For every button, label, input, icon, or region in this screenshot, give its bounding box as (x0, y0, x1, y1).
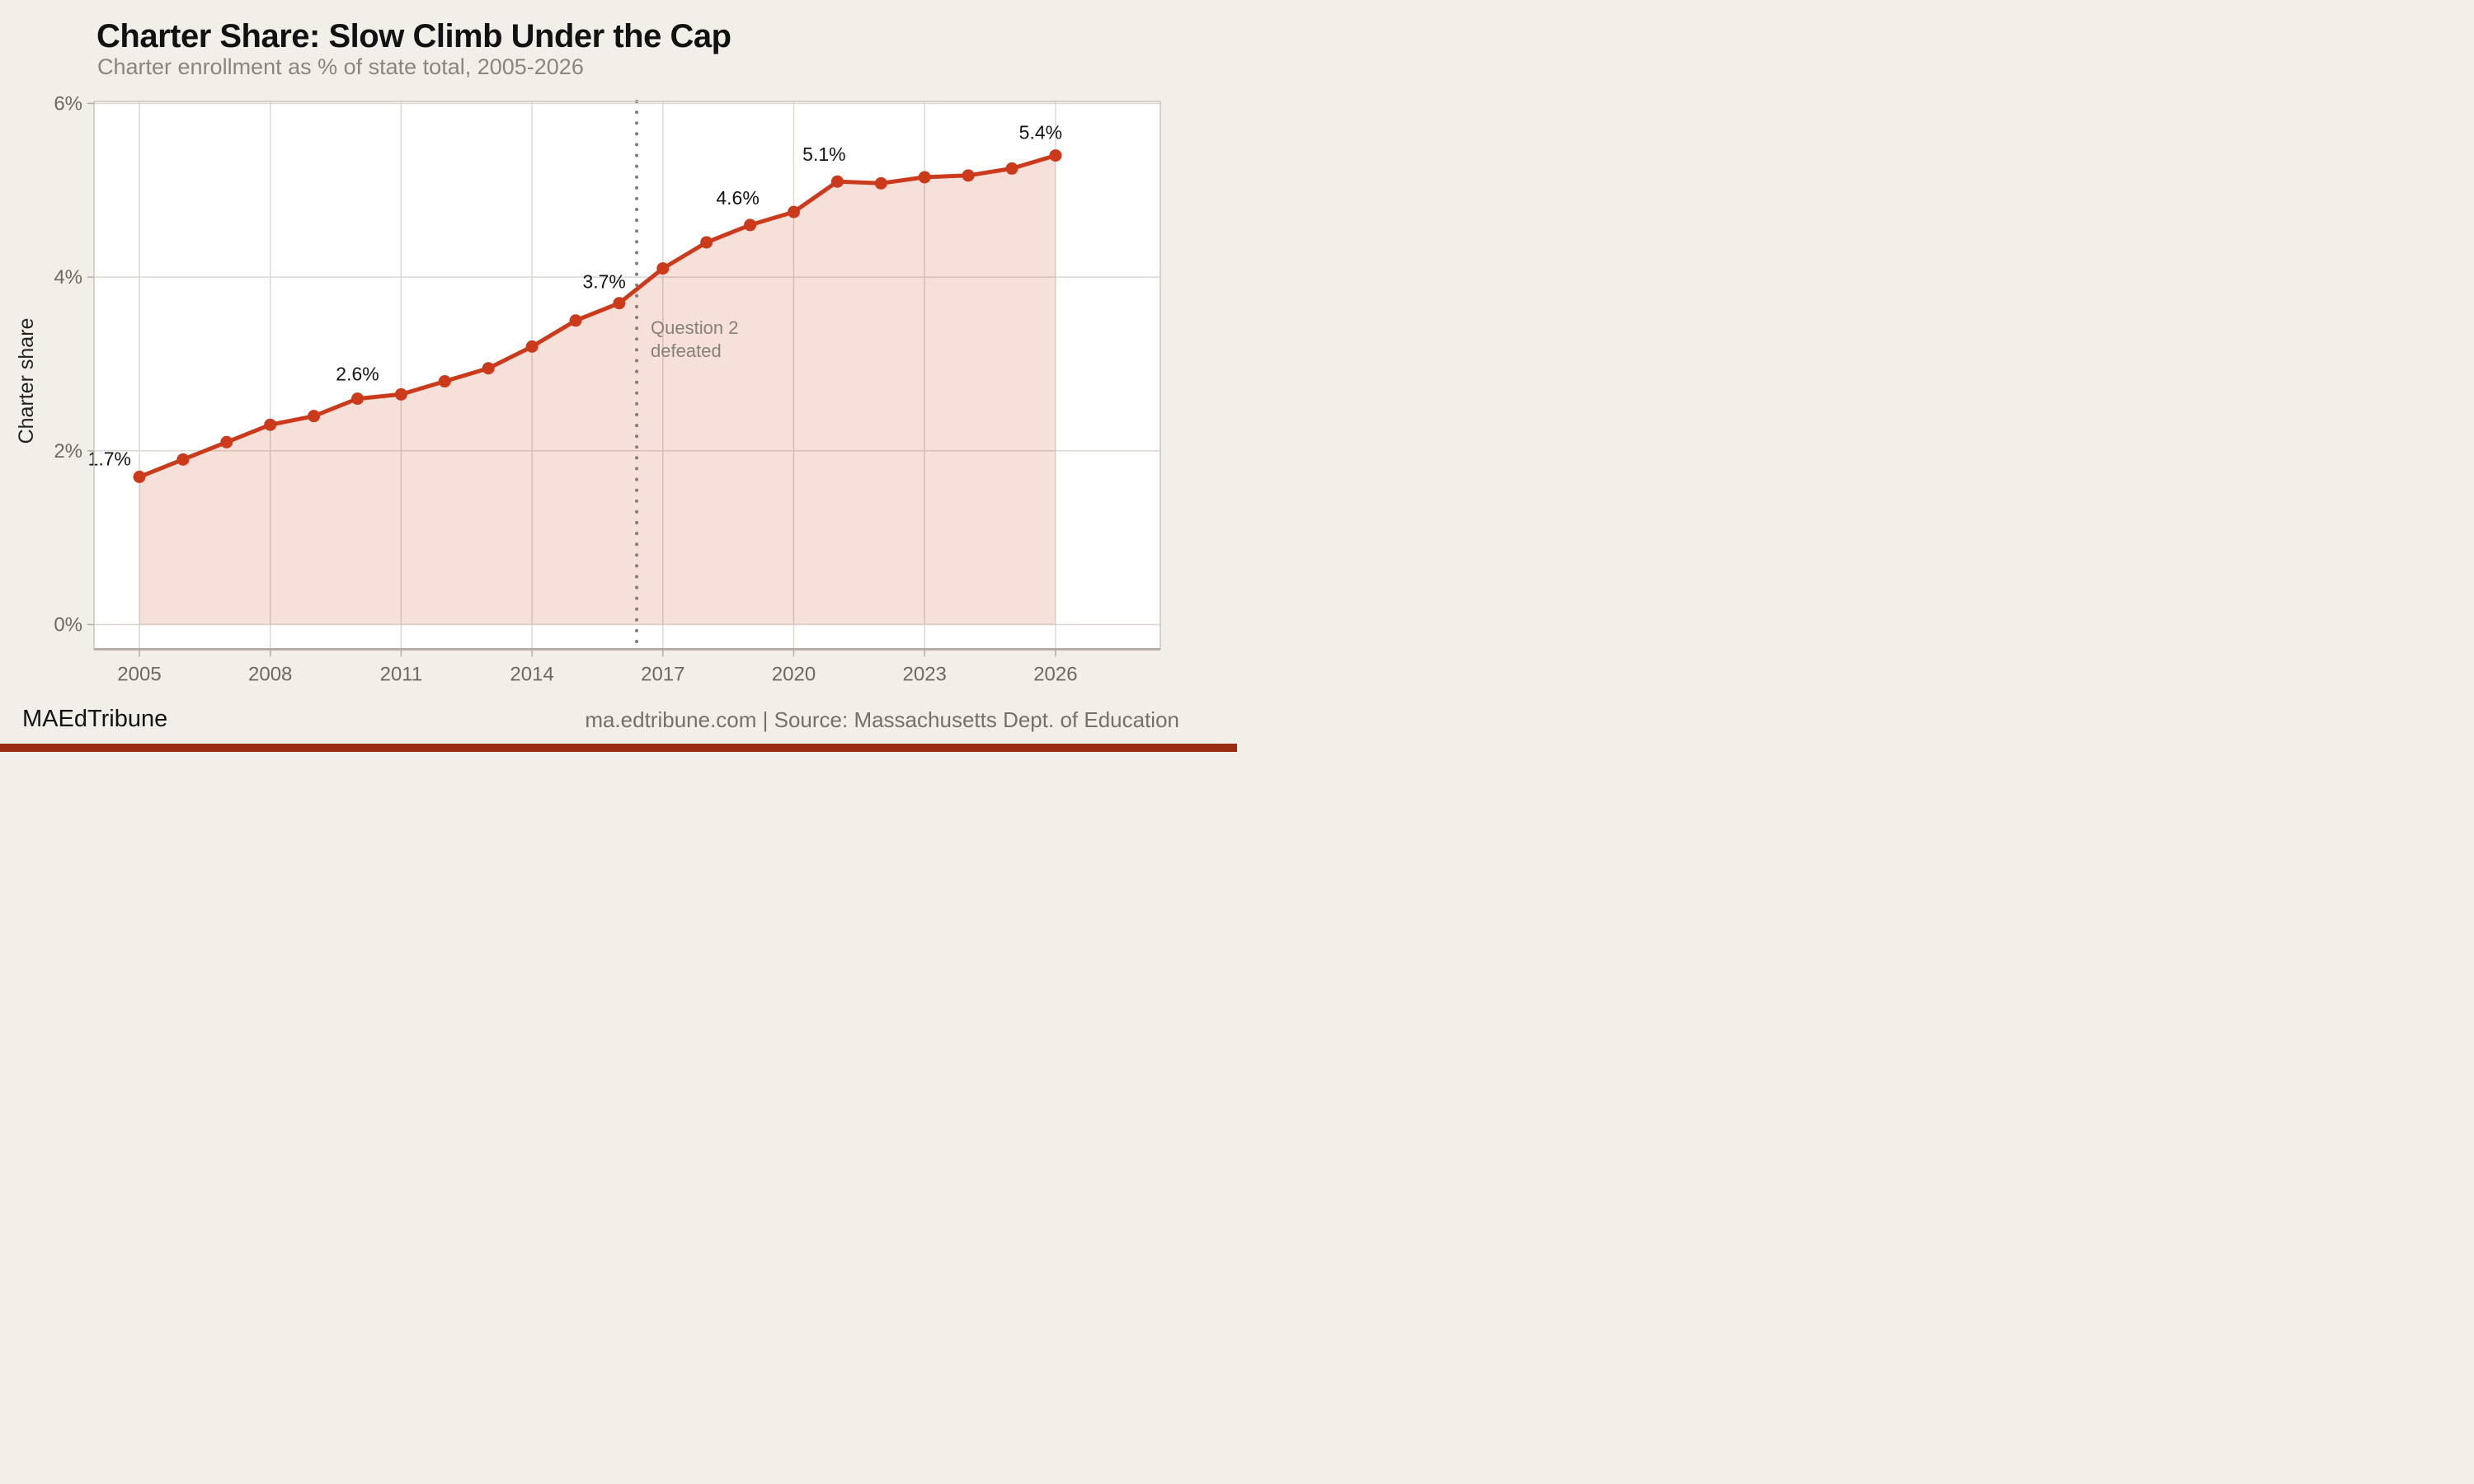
data-point (482, 362, 495, 375)
x-tick-label: 2020 (772, 664, 816, 686)
data-point (1005, 162, 1018, 175)
data-point (308, 410, 321, 423)
event-annotation-line: defeated (651, 340, 722, 361)
data-point (874, 176, 887, 190)
page-title: Charter Share: Slow Climb Under the Cap (96, 18, 731, 54)
data-point (394, 387, 407, 401)
data-point (962, 169, 975, 182)
point-value-label: 3.7% (582, 271, 625, 293)
area-fill (139, 155, 1056, 625)
y-tick-label: 6% (54, 92, 82, 115)
accent-bottom-bar (0, 744, 1237, 752)
data-point (788, 205, 800, 218)
y-tick-label: 2% (54, 440, 82, 463)
data-point (438, 375, 451, 388)
y-axis-title: Charter share (15, 318, 38, 444)
publisher-logo-text: MAEdTribune (22, 706, 168, 732)
data-point (525, 340, 539, 353)
infographic-page: Charter Share: Slow Climb Under the Cap … (0, 0, 1237, 752)
data-point (613, 297, 626, 310)
data-point (918, 171, 931, 184)
data-point (351, 392, 364, 406)
x-tick-label: 2017 (641, 664, 684, 686)
plot-panel (94, 101, 1160, 650)
data-point (220, 435, 233, 448)
point-value-label: 2.6% (336, 364, 379, 385)
data-point (133, 470, 146, 483)
x-tick-label: 2011 (380, 664, 423, 686)
x-tick-label: 2005 (117, 664, 161, 686)
y-tick-label: 4% (54, 266, 82, 289)
page-subtitle: Charter enrollment as % of state total, … (97, 54, 584, 79)
data-point (1049, 149, 1062, 162)
trend-line (137, 153, 1058, 479)
data-point (700, 236, 713, 249)
x-tick-label: 2026 (1033, 664, 1077, 686)
point-value-label: 5.4% (1019, 122, 1062, 143)
x-tick-label: 2014 (510, 664, 553, 686)
point-value-label: 5.1% (802, 143, 845, 165)
data-point (744, 218, 757, 232)
point-value-label: 4.6% (716, 187, 759, 209)
source-attribution: ma.edtribune.com | Source: Massachusetts… (585, 707, 1179, 732)
data-point (830, 175, 844, 188)
data-point (656, 262, 670, 275)
point-value-label: 1.7% (88, 448, 131, 469)
y-tick-label: 0% (54, 614, 82, 636)
data-point (176, 453, 190, 466)
data-point (569, 314, 582, 327)
event-annotation-line: Question 2 (651, 317, 738, 338)
x-tick-label: 2008 (248, 664, 292, 686)
data-point (264, 418, 277, 431)
x-tick-label: 2023 (903, 664, 947, 686)
